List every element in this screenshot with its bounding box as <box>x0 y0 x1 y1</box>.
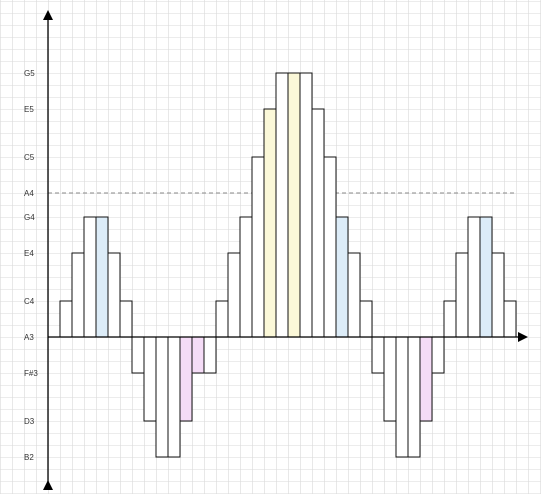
bar-18 <box>263 108 277 338</box>
bar-32 <box>431 336 445 374</box>
bar-28 <box>383 336 397 422</box>
bar-31 <box>419 336 433 422</box>
bar-17 <box>251 156 265 338</box>
bar-37 <box>491 252 505 338</box>
bar-8 <box>143 336 157 422</box>
bar-25 <box>347 252 361 338</box>
bar-1 <box>59 300 73 338</box>
bar-27 <box>371 336 385 374</box>
bar-11 <box>179 336 193 422</box>
y-axis-label: A4 <box>24 189 34 198</box>
bar-36 <box>479 216 493 338</box>
bar-14 <box>215 300 229 338</box>
bar-7 <box>131 336 145 374</box>
y-axis-labels: G5 E5 C5 A4 G4 E4 C4 A3 F#3 D3 B2 <box>24 69 38 462</box>
bar-12 <box>191 336 205 374</box>
y-axis-label: C4 <box>24 297 35 306</box>
bar-26 <box>359 300 373 338</box>
bar-33 <box>443 300 457 338</box>
bar-24 <box>335 216 349 338</box>
bar-38 <box>503 300 517 338</box>
y-axis-label: G5 <box>24 69 35 78</box>
y-axis-label: A3 <box>24 333 34 342</box>
bar-6 <box>119 300 133 338</box>
bars <box>59 72 517 458</box>
bar-34 <box>455 252 469 338</box>
y-axis-label: E4 <box>24 249 34 258</box>
y-axis-label: F#3 <box>24 369 38 378</box>
bar-3 <box>83 216 97 338</box>
bar-2 <box>71 252 85 338</box>
bar-15 <box>227 252 241 338</box>
y-axis-label: C5 <box>24 153 35 162</box>
y-axis-label: G4 <box>24 213 35 222</box>
bar-21 <box>299 72 313 338</box>
bar-4 <box>95 216 109 338</box>
bar-5 <box>107 252 121 338</box>
bar-16 <box>239 216 253 338</box>
bar-10 <box>167 336 181 458</box>
bar-30 <box>407 336 421 458</box>
bar-9 <box>155 336 169 458</box>
bar-23 <box>323 156 337 338</box>
bar-22 <box>311 108 325 338</box>
bar-35 <box>467 216 481 338</box>
y-axis-label: B2 <box>24 453 34 462</box>
bar-19 <box>275 72 289 338</box>
y-axis-label: D3 <box>24 417 35 426</box>
bar-29 <box>395 336 409 458</box>
bar-13 <box>203 336 217 374</box>
bar-20 <box>287 72 301 338</box>
y-axis-label: E5 <box>24 105 34 114</box>
